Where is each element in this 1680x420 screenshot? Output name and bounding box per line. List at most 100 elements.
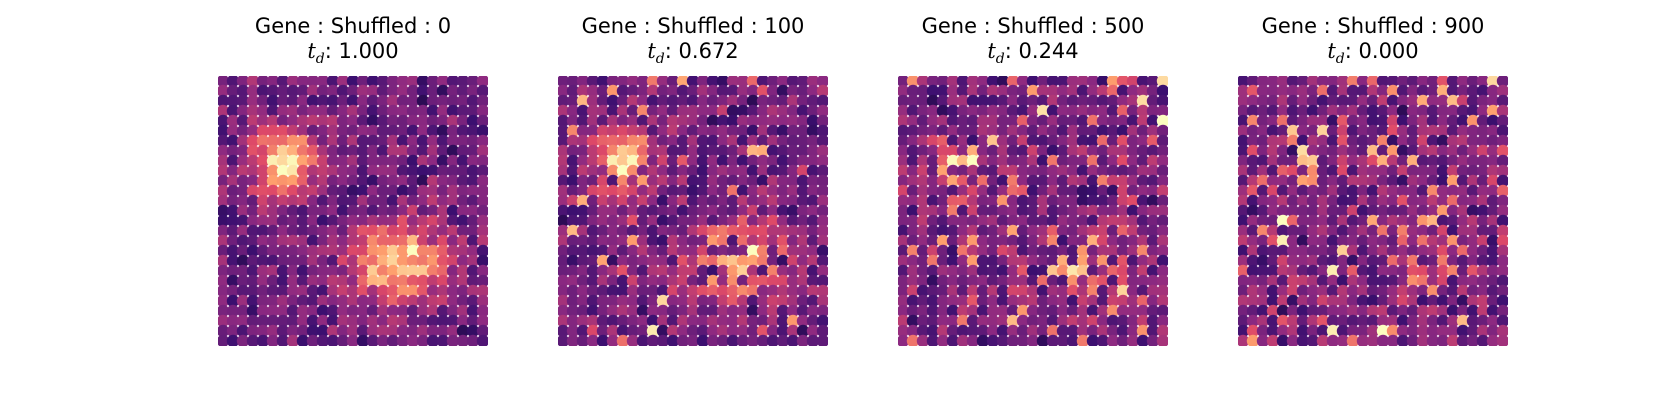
spot — [676, 264, 690, 278]
spot — [1296, 124, 1310, 138]
spot — [1256, 184, 1270, 198]
spot — [1386, 214, 1400, 228]
spot — [316, 184, 330, 198]
spot — [1406, 324, 1420, 338]
spot — [1306, 234, 1320, 248]
spot — [926, 334, 940, 346]
spot — [626, 224, 640, 238]
spot — [236, 204, 250, 218]
spot — [966, 224, 980, 238]
spot — [1306, 194, 1320, 208]
spot — [566, 76, 580, 88]
spot — [356, 94, 370, 108]
spot — [796, 144, 810, 158]
spot — [898, 94, 910, 108]
spot — [1466, 304, 1480, 318]
spot — [596, 184, 610, 198]
spot — [476, 76, 488, 88]
spot — [346, 164, 360, 178]
spot — [1366, 244, 1380, 258]
spot — [346, 154, 360, 168]
spot — [1256, 314, 1270, 328]
spot — [426, 234, 440, 248]
spot — [686, 314, 700, 328]
spot — [1086, 284, 1100, 298]
spot — [946, 204, 960, 218]
spot — [1066, 274, 1080, 288]
spot — [1266, 304, 1280, 318]
spot — [606, 304, 620, 318]
spot — [806, 184, 820, 198]
spot — [286, 234, 300, 248]
spot — [1416, 174, 1430, 188]
spot — [676, 76, 690, 88]
spot — [236, 254, 250, 268]
spot — [446, 204, 460, 218]
spot — [806, 94, 820, 108]
spot — [796, 234, 810, 248]
spot — [786, 234, 800, 248]
spot — [1256, 264, 1270, 278]
spot — [246, 134, 260, 148]
spot — [1276, 314, 1290, 328]
spot — [1336, 304, 1350, 318]
spot — [416, 124, 430, 138]
spot — [566, 114, 580, 128]
spot — [1466, 244, 1480, 258]
spot — [1486, 304, 1500, 318]
spot — [466, 104, 480, 118]
spot — [666, 134, 680, 148]
spot — [1466, 254, 1480, 268]
spot — [286, 294, 300, 308]
spot — [1086, 144, 1100, 158]
spot — [426, 324, 440, 338]
spot — [906, 204, 920, 218]
spot — [1356, 174, 1370, 188]
spot — [1096, 284, 1110, 298]
spot — [1406, 76, 1420, 88]
spot — [726, 84, 740, 98]
spot — [1366, 164, 1380, 178]
spot — [296, 164, 310, 178]
spot — [1406, 94, 1420, 108]
spot — [396, 284, 410, 298]
spot — [906, 304, 920, 318]
spot — [686, 334, 700, 346]
spot — [1396, 174, 1410, 188]
spot — [456, 76, 470, 88]
spot — [1076, 76, 1090, 88]
spot — [1296, 194, 1310, 208]
spot — [1026, 154, 1040, 168]
spot — [1056, 164, 1070, 178]
spot — [1286, 76, 1300, 88]
spot — [986, 294, 1000, 308]
spot — [218, 76, 230, 88]
spot — [558, 254, 570, 268]
spot — [1026, 334, 1040, 346]
spot — [406, 284, 420, 298]
spot — [226, 76, 240, 88]
spot — [1086, 194, 1100, 208]
spot — [296, 254, 310, 268]
spot — [976, 184, 990, 198]
spot — [466, 174, 480, 188]
spot — [766, 334, 780, 346]
spot — [786, 244, 800, 258]
spot — [1116, 104, 1130, 118]
spot — [296, 324, 310, 338]
spot — [786, 334, 800, 346]
spot — [746, 184, 760, 198]
spot — [1426, 124, 1440, 138]
spot — [1326, 224, 1340, 238]
spot — [576, 284, 590, 298]
spot — [256, 124, 270, 138]
spot — [806, 134, 820, 148]
spot — [726, 194, 740, 208]
spot — [676, 304, 690, 318]
spot — [716, 294, 730, 308]
spot — [1406, 314, 1420, 328]
spot — [286, 114, 300, 128]
spot — [786, 114, 800, 128]
spot — [756, 184, 770, 198]
spot — [586, 224, 600, 238]
